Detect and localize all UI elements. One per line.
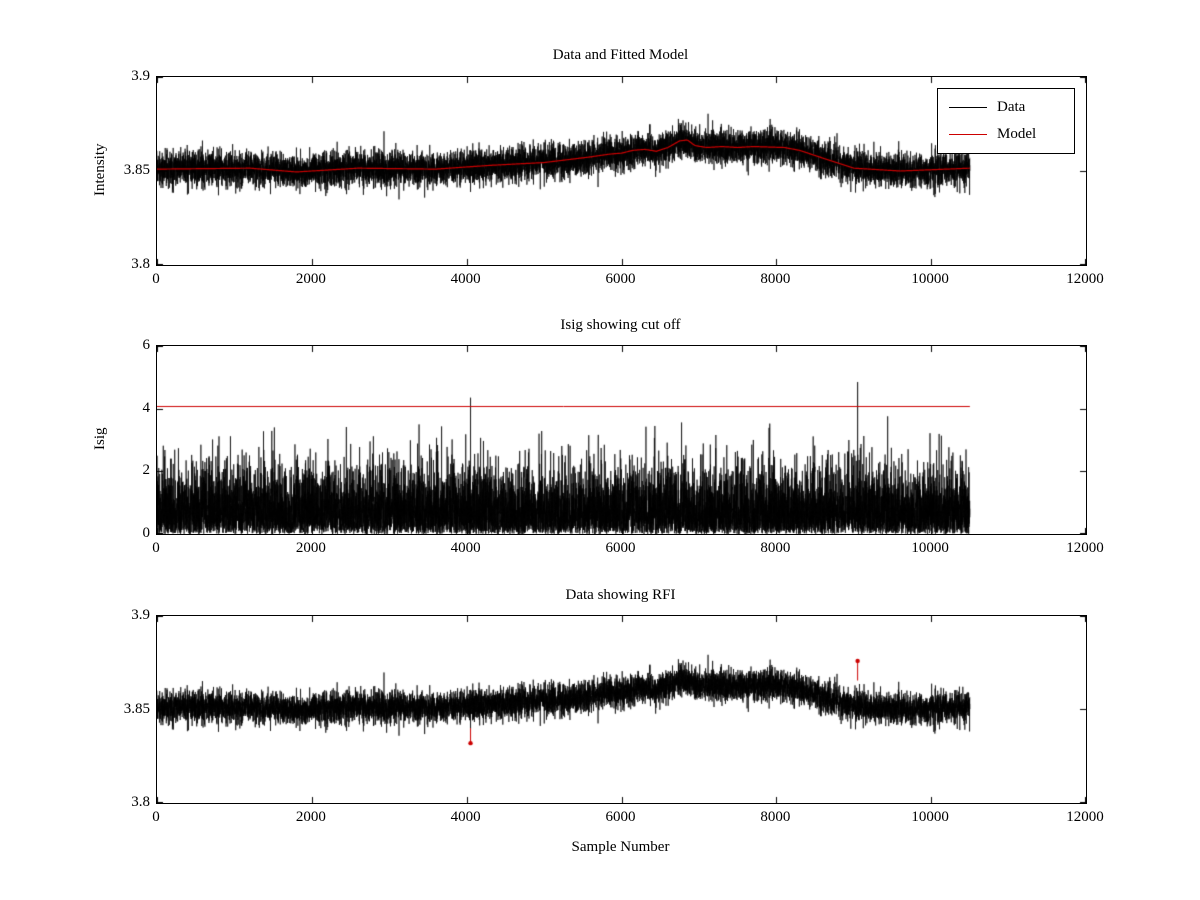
legend-line-sample	[949, 107, 987, 108]
x-tick-label: 12000	[1066, 540, 1104, 556]
x-tick-label: 8000	[760, 271, 791, 287]
x-tick-label: 6000	[605, 271, 636, 287]
plot-axes	[156, 615, 1087, 804]
y-tick-label: 3.85	[123, 700, 150, 717]
plot-axes	[156, 76, 1087, 266]
y-tick-label: 3.9	[131, 68, 150, 84]
x-axis-label: Sample Number	[571, 839, 670, 855]
x-tick-label: 8000	[760, 540, 791, 556]
y-tick-label: 0	[142, 525, 151, 541]
x-tick-label: 10000	[911, 540, 949, 556]
legend-label: Model	[997, 126, 1037, 142]
x-tick-label: 2000	[295, 809, 326, 825]
x-tick-label: 12000	[1066, 271, 1104, 287]
x-tick-label: 4000	[450, 809, 481, 825]
x-tick-label: 4000	[450, 271, 481, 287]
y-tick-label: 3.8	[131, 794, 150, 810]
plot-title: Isig showing cut off	[560, 317, 681, 333]
plot-title: Data showing RFI	[565, 587, 676, 603]
y-axis-label: Isig	[92, 427, 108, 451]
legend-entry: Model	[938, 126, 1074, 143]
y-tick-label: 3.9	[131, 607, 150, 623]
data-showing-rfi-canvas	[157, 616, 1086, 803]
x-tick-label: 2000	[295, 271, 326, 287]
y-tick-label: 6	[142, 337, 151, 353]
x-tick-label: 0	[152, 271, 160, 287]
y-tick-label: 3.85	[123, 162, 150, 178]
legend-entry: Data	[938, 99, 1074, 116]
y-tick-label: 2	[142, 462, 151, 479]
plot-title: Data and Fitted Model	[552, 47, 689, 63]
isig-cutoff-canvas	[157, 346, 1086, 534]
data-and-fitted-model-canvas	[157, 77, 1086, 265]
x-tick-label: 6000	[605, 540, 636, 556]
legend-label: Data	[997, 99, 1026, 115]
plot-axes	[156, 345, 1087, 535]
x-tick-label: 10000	[911, 809, 949, 825]
x-tick-label: 10000	[911, 271, 949, 287]
legend: Data Model	[937, 88, 1075, 154]
x-tick-label: 8000	[760, 809, 791, 825]
x-tick-label: 6000	[605, 809, 636, 825]
y-tick-label: 3.8	[131, 256, 150, 272]
y-tick-label: 4	[142, 399, 151, 416]
legend-line-sample	[949, 134, 987, 135]
x-tick-label: 0	[152, 809, 160, 825]
x-tick-label: 4000	[450, 540, 481, 556]
x-tick-label: 2000	[295, 540, 326, 556]
x-tick-label: 12000	[1066, 809, 1104, 825]
x-tick-label: 0	[152, 540, 160, 556]
